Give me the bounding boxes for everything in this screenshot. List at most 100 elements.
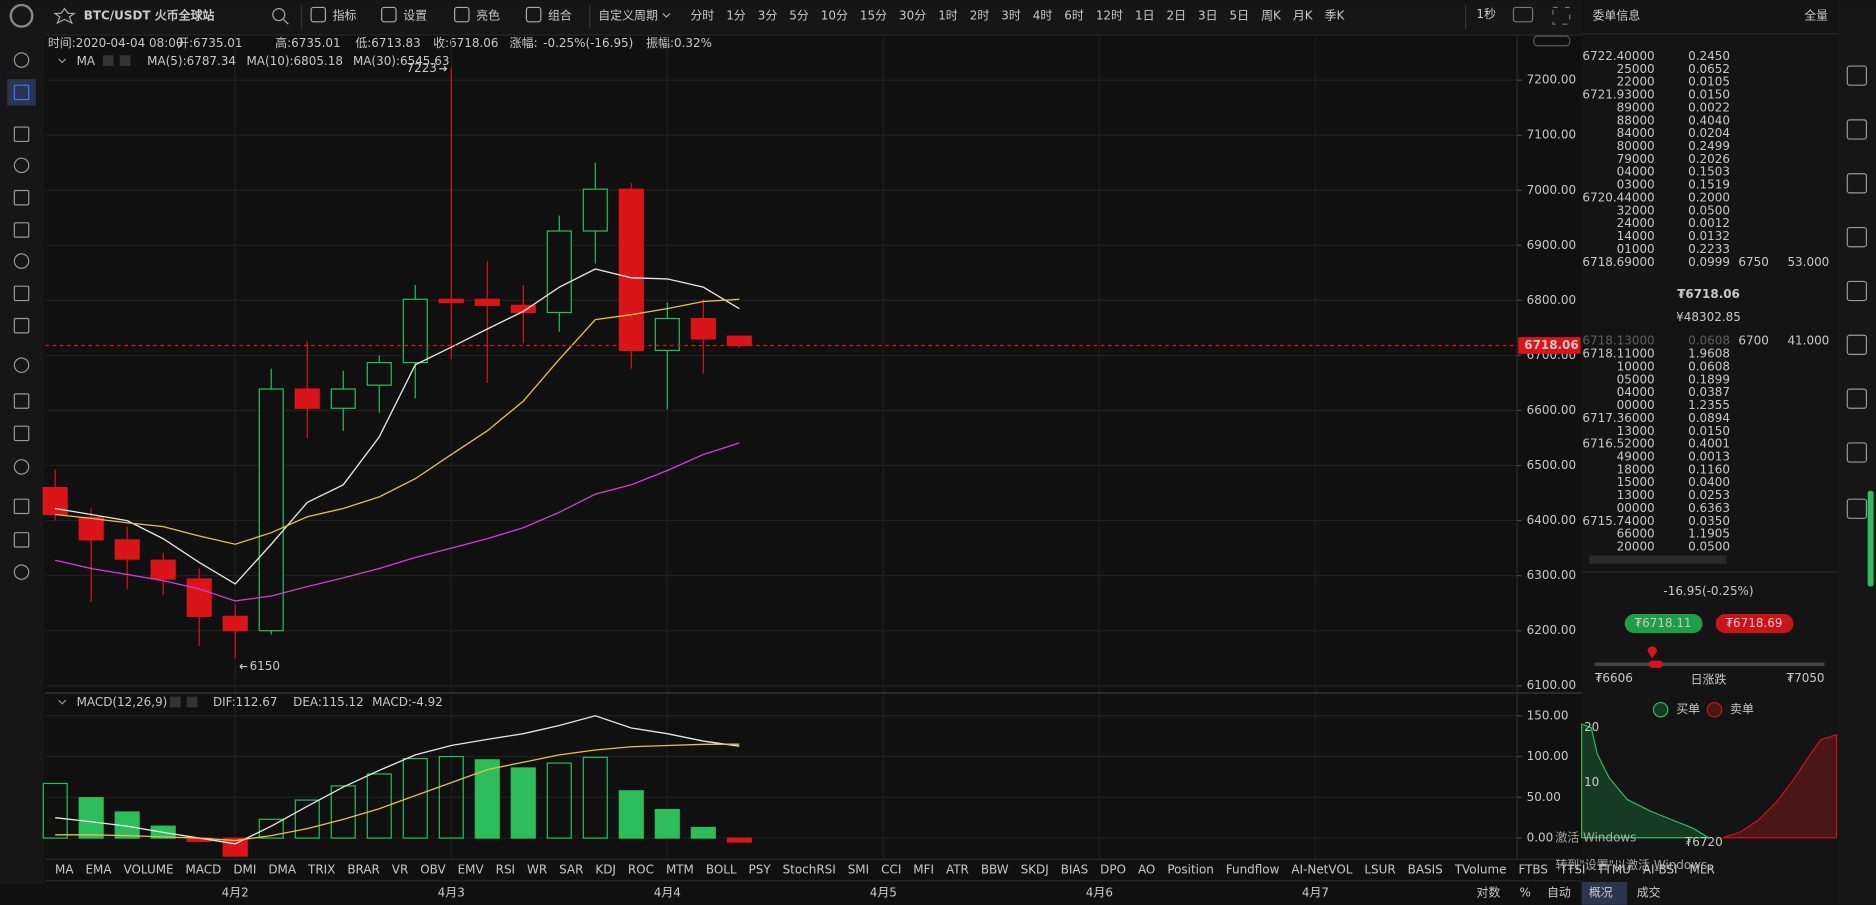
legend-icon[interactable] (186, 696, 198, 708)
ob-amount[interactable]: 0.0999 (1688, 255, 1730, 269)
tab[interactable]: 概况 (1589, 885, 1613, 899)
ob-price[interactable]: 79000 (1617, 152, 1655, 166)
ob-amount[interactable]: 1.2355 (1688, 398, 1730, 412)
panel-icon[interactable] (1846, 119, 1868, 140)
ob-price[interactable]: 22000 (1617, 75, 1655, 89)
indicator-tab[interactable]: BASIS (1408, 863, 1443, 877)
ob-price[interactable]: 6715.74000 (1582, 514, 1654, 528)
ob-amount[interactable]: 0.4040 (1688, 113, 1730, 127)
ob-price[interactable]: 20000 (1617, 540, 1655, 554)
ob-price[interactable]: 6718.69000 (1582, 255, 1654, 269)
indicator-tab[interactable]: MA (55, 863, 74, 877)
period-button[interactable]: 5分 (789, 8, 809, 22)
period-button[interactable]: 季K (1325, 8, 1346, 22)
indicator-tab[interactable]: MTM (666, 863, 694, 877)
ob-amount[interactable]: 0.0350 (1688, 514, 1730, 528)
indicator-tab[interactable]: StochRSI (783, 863, 836, 877)
legend-icon[interactable] (169, 696, 181, 708)
ob-price[interactable]: 66000 (1617, 527, 1655, 541)
ob-price[interactable]: 25000 (1617, 62, 1655, 76)
indicator-tab[interactable]: CCI (881, 863, 901, 877)
indicator-tab[interactable]: RSI (496, 863, 515, 877)
ob-price[interactable]: 04000 (1617, 165, 1655, 179)
toolbar-button[interactable]: 指标 (333, 7, 357, 22)
ob-amount[interactable]: 0.2000 (1688, 190, 1730, 204)
indicator-tab[interactable]: MFI (913, 863, 934, 877)
ob-amount[interactable]: 0.1160 (1688, 462, 1730, 476)
camera-icon[interactable] (1512, 6, 1534, 23)
period-button[interactable]: 2时 (970, 8, 990, 22)
indicator-tab[interactable]: VR (392, 863, 408, 877)
tab[interactable]: 成交 (1637, 884, 1661, 899)
ob-price[interactable]: 00000 (1617, 501, 1655, 515)
drawing-tool[interactable] (13, 498, 30, 515)
indicator-tab[interactable]: KDJ (595, 863, 616, 877)
ob-amount[interactable]: 0.2233 (1688, 242, 1730, 256)
period-button[interactable]: 5日 (1230, 8, 1250, 22)
ob-price[interactable]: 84000 (1617, 126, 1655, 140)
collapse-button[interactable] (1533, 35, 1571, 47)
ob-price[interactable]: 6722.40000 (1582, 49, 1654, 63)
ob-price[interactable]: 13000 (1617, 424, 1655, 438)
drawing-tool[interactable] (13, 253, 30, 269)
ob-amount[interactable]: 0.0013 (1688, 449, 1730, 463)
sell-button[interactable] (1715, 614, 1794, 634)
drawing-tool[interactable] (13, 285, 30, 302)
ob-price[interactable]: 18000 (1617, 462, 1655, 476)
indicator-tab[interactable]: DPO (1100, 863, 1126, 877)
ob-price[interactable]: 89000 (1617, 100, 1655, 114)
drawing-tool[interactable] (13, 425, 30, 442)
ob-amount[interactable]: 1.9608 (1688, 347, 1730, 361)
indicator-tab[interactable]: BBW (981, 863, 1009, 877)
period-button[interactable]: 30分 (899, 8, 926, 22)
period-button[interactable]: 12时 (1096, 8, 1123, 22)
drawing-tool[interactable] (13, 357, 30, 373)
full-toggle[interactable]: 全量 (1804, 7, 1828, 22)
period-button[interactable]: 3分 (758, 8, 778, 22)
indicator-tab[interactable]: TVolume (1454, 863, 1507, 877)
ob-price[interactable]: 10000 (1617, 359, 1655, 373)
panel-icon[interactable] (1846, 388, 1868, 409)
indicator-tab[interactable]: EMA (86, 863, 113, 877)
ob-amount[interactable]: 0.1899 (1688, 372, 1730, 386)
drawing-tool[interactable] (13, 564, 30, 580)
ob-price[interactable]: 88000 (1617, 113, 1655, 127)
period-button[interactable]: 6时 (1064, 8, 1084, 22)
indicator-tab[interactable]: TTSI (1559, 863, 1586, 877)
ob-price[interactable]: 15000 (1617, 475, 1655, 489)
ob-amount[interactable]: 0.2499 (1688, 139, 1730, 153)
ob-amount[interactable]: 0.0652 (1688, 62, 1730, 76)
ob-price[interactable]: 49000 (1617, 449, 1655, 463)
ob-amount[interactable]: 0.4001 (1688, 437, 1730, 451)
indicator-tab[interactable]: TTMU (1596, 863, 1630, 877)
ob-amount[interactable]: 0.0500 (1688, 203, 1730, 217)
indicator-tab[interactable]: AI-BSI (1643, 863, 1678, 877)
scale-option[interactable]: % (1519, 885, 1530, 899)
drawing-tool[interactable] (13, 532, 30, 548)
ob-amount[interactable]: 0.0012 (1688, 216, 1730, 230)
legend-icon[interactable] (119, 55, 131, 67)
ob-amount[interactable]: 0.0400 (1688, 475, 1730, 489)
indicator-tab[interactable]: FTBS (1518, 863, 1548, 877)
indicator-tab[interactable]: AI-NetVOL (1291, 863, 1352, 877)
indicator-tab[interactable]: BOLL (706, 863, 737, 877)
drawing-tool[interactable] (13, 393, 30, 409)
toolbar-button[interactable]: 亮色 (476, 7, 500, 22)
ob-price[interactable]: 6717.36000 (1582, 411, 1654, 425)
symbol[interactable]: BTC/USDT 火币全球站 (84, 7, 215, 22)
ob-price[interactable]: 13000 (1617, 488, 1655, 502)
indicator-tab[interactable]: BIAS (1061, 863, 1089, 877)
drawing-tool[interactable] (13, 157, 30, 174)
ob-amount[interactable]: 0.6363 (1688, 501, 1730, 515)
ob-amount[interactable]: 0.0132 (1688, 229, 1730, 243)
period-button[interactable]: 分时 (690, 8, 714, 22)
buy-button[interactable] (1624, 614, 1703, 634)
drawing-tool[interactable] (13, 222, 30, 238)
ob-price[interactable]: 80000 (1617, 139, 1655, 153)
period-button[interactable]: 1日 (1135, 8, 1155, 22)
ob-amount[interactable]: 0.1503 (1688, 165, 1730, 179)
ob-amount[interactable]: 0.0500 (1688, 540, 1730, 554)
indicator-tab[interactable]: WR (527, 863, 547, 877)
period-button[interactable]: 月K (1293, 8, 1314, 22)
star-icon[interactable] (53, 7, 76, 25)
